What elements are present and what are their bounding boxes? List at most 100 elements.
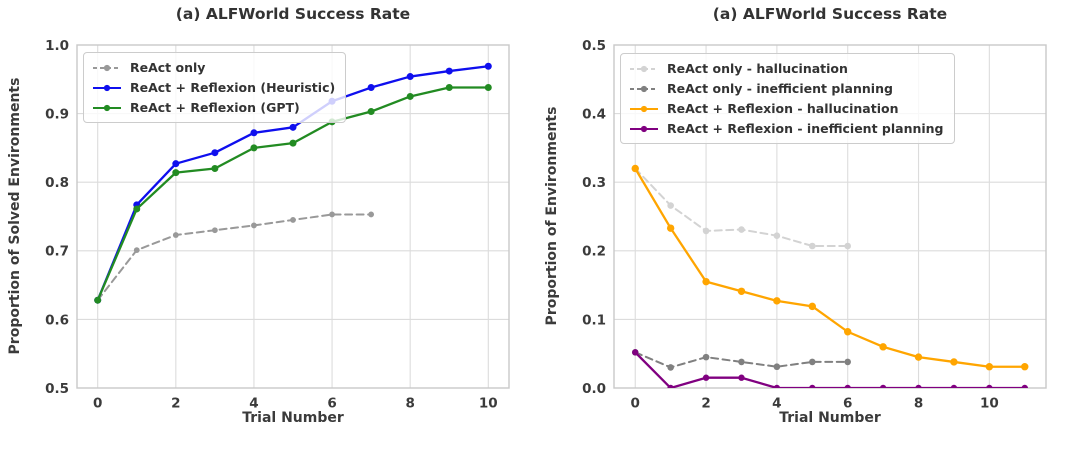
- data-point: [844, 328, 852, 336]
- data-point: [172, 169, 180, 177]
- x-tick-label: 2: [171, 396, 180, 412]
- data-point: [251, 222, 257, 229]
- data-point: [879, 343, 887, 351]
- legend-solid-line-icon: [93, 104, 121, 111]
- x-axis-label-left: Trial Number: [242, 410, 344, 426]
- legend-item: ReAct only - hallucination: [629, 59, 944, 78]
- data-point: [844, 358, 852, 366]
- data-point: [702, 227, 710, 235]
- y-axis-label-right: Proportion of Environments: [544, 106, 560, 326]
- data-point: [773, 363, 781, 371]
- data-point: [738, 358, 745, 366]
- data-point: [738, 374, 745, 381]
- y-tick-label: 0.8: [45, 175, 69, 191]
- series-2: [631, 164, 1029, 371]
- y-tick-label: 0.5: [582, 38, 606, 54]
- data-point: [808, 242, 816, 250]
- legend-item: ReAct only - inefficient planning: [629, 79, 944, 98]
- data-point: [667, 202, 674, 209]
- data-point: [94, 296, 102, 304]
- legend-label: ReAct only - hallucination: [667, 61, 848, 76]
- data-point: [844, 384, 851, 388]
- legend-marker-sample: [103, 84, 111, 91]
- data-point: [914, 353, 923, 361]
- data-point: [950, 358, 958, 366]
- panel-success-rate: 0 2 4 6 8 10 0.5 0.6 0.7 0.8 0.9 1.0 (a) ALFWorld S…: [7, 5, 510, 426]
- series-line: [634, 351, 1026, 388]
- data-point: [250, 144, 258, 152]
- data-point: [808, 358, 816, 366]
- data-point: [773, 384, 781, 388]
- legend-solid-line-icon: [93, 84, 121, 91]
- x-tick-label: 4: [249, 396, 258, 412]
- legend-label: ReAct + Reflexion - hallucination: [667, 101, 899, 116]
- data-point: [702, 353, 710, 361]
- legend-item: ReAct only: [92, 58, 335, 77]
- data-point: [879, 384, 887, 388]
- series-1: [631, 349, 852, 371]
- data-point: [986, 384, 993, 388]
- series-line: [634, 167, 1026, 368]
- data-point: [702, 277, 710, 286]
- plot-area: [631, 164, 1029, 388]
- legend-item: ReAct + Reflexion (GPT): [92, 98, 335, 117]
- tick-labels: 0 2 4 6 8 10 0.5 0.6 0.7 0.8 0.9 1.0: [45, 38, 498, 412]
- legend-item: ReAct + Reflexion (Heuristic): [92, 78, 335, 97]
- data-point: [289, 123, 297, 131]
- chart-title-left: (a) ALFWorld Success Rate: [175, 5, 411, 23]
- legend-marker-sample: [103, 64, 111, 71]
- y-tick-label: 1.0: [45, 38, 69, 54]
- data-point: [667, 384, 674, 388]
- legend-marker-sample: [640, 125, 648, 132]
- legend-item: ReAct + Reflexion - inefficient planning: [629, 119, 944, 138]
- data-point: [809, 384, 816, 388]
- data-point: [406, 73, 414, 81]
- legend-marker-sample: [103, 104, 111, 111]
- data-point: [1021, 384, 1028, 388]
- data-point: [133, 247, 140, 254]
- y-tick-label: 0.7: [45, 244, 69, 260]
- data-point: [484, 62, 492, 70]
- x-tick-label: 8: [914, 396, 923, 412]
- data-point: [950, 384, 958, 388]
- data-point: [632, 349, 639, 356]
- data-point: [773, 297, 781, 305]
- legend-dashed-line-icon: [630, 65, 658, 72]
- series-line: [96, 213, 373, 302]
- data-point: [211, 164, 219, 172]
- data-point: [844, 242, 852, 250]
- x-tick-label: 6: [843, 396, 852, 412]
- data-point: [172, 232, 179, 238]
- x-tick-label: 6: [327, 396, 336, 412]
- data-point: [367, 84, 375, 92]
- y-tick-label: 0.5: [45, 381, 69, 397]
- data-point: [702, 374, 710, 381]
- legend-marker-sample: [640, 85, 648, 92]
- tick-labels: 0 2 4 6 8 10 0.0 0.1 0.2 0.3 0.4 0.5: [582, 38, 999, 412]
- legend-label: ReAct + Reflexion - inefficient planning: [667, 121, 944, 136]
- data-point: [289, 139, 297, 147]
- series-2: [94, 84, 492, 304]
- y-tick-label: 0.3: [582, 175, 606, 191]
- legend-solid-line-icon: [630, 125, 658, 132]
- x-tick-label: 8: [405, 396, 414, 412]
- data-point: [250, 129, 258, 137]
- data-point: [329, 211, 335, 218]
- series-3: [632, 349, 1028, 388]
- data-point: [406, 92, 414, 100]
- data-point: [290, 217, 296, 223]
- chart-title-right: (a) ALFWorld Success Rate: [712, 5, 948, 23]
- data-point: [985, 363, 994, 371]
- data-point: [631, 164, 639, 173]
- legend-marker-sample: [640, 65, 648, 72]
- data-point: [211, 227, 218, 234]
- series-line: [634, 167, 849, 247]
- y-tick-label: 0.2: [582, 244, 606, 260]
- data-point: [367, 108, 375, 116]
- data-point: [445, 84, 453, 92]
- data-point: [666, 224, 675, 232]
- legend-left: ReAct only ReAct + Reflexion (Heuristic) R…: [83, 52, 347, 123]
- data-point: [1021, 363, 1029, 371]
- legend-label: ReAct only: [130, 60, 206, 75]
